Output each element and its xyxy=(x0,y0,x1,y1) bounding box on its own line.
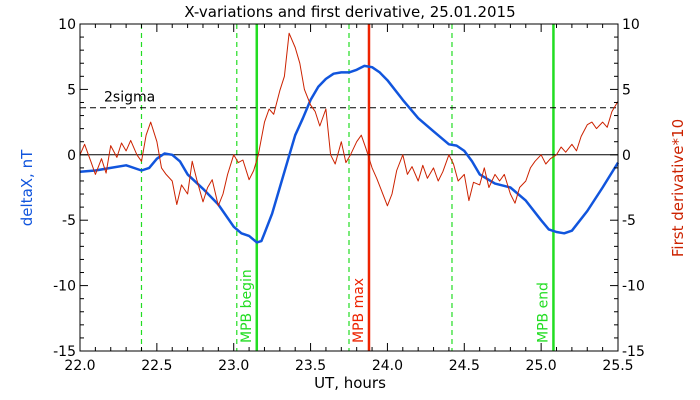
x-tick-label-5: 24.5 xyxy=(449,358,480,374)
y-left-tick-label-0: 10 xyxy=(58,17,76,33)
event-markers: MPB begin MPB max MPB end xyxy=(140,24,555,351)
x-tick-label-6: 25.0 xyxy=(526,358,557,374)
x-axis: 22.0 22.5 23.0 23.5 24.0 24.5 25.0 25.5 xyxy=(64,24,634,374)
y-right-tick-label-2: 0 xyxy=(622,148,631,164)
x-tick-label-1: 22.5 xyxy=(141,358,172,374)
y-left-tick-label-3: -5 xyxy=(62,213,76,229)
y-left-tick-label-5: -15 xyxy=(53,344,76,360)
x-tick-label-7: 25.5 xyxy=(602,358,633,374)
y-axis-right: 10 5 0 -5 -10 -15 xyxy=(610,17,645,360)
y-right-tick-label-5: -15 xyxy=(622,344,645,360)
x-tick-label-3: 23.5 xyxy=(295,358,326,374)
marker-label-4: MPB max xyxy=(351,278,367,343)
y-right-tick-label-0: 10 xyxy=(622,17,640,33)
x-tick-label-4: 24.0 xyxy=(372,358,403,374)
y-right-tick-label-4: -10 xyxy=(622,279,645,295)
reference-line-label-1: 2sigma xyxy=(104,90,155,106)
series-lines xyxy=(79,32,620,244)
series-line-0 xyxy=(79,64,620,244)
y-left-tick-label-2: 0 xyxy=(67,148,76,164)
y-axis-left-label: deltaX, nT xyxy=(18,149,36,226)
y-right-tick-label-1: 5 xyxy=(622,82,631,98)
y-axis-right-label: First derivative*10 xyxy=(669,119,687,257)
y-left-tick-label-1: 5 xyxy=(67,82,76,98)
marker-label-6: MPB end xyxy=(535,282,551,343)
chart-title: X-variations and first derivative, 25.01… xyxy=(184,3,515,21)
y-axis-left: 10 5 0 -5 -10 -15 xyxy=(53,17,88,360)
plot-frame xyxy=(79,23,619,352)
x-tick-label-2: 23.0 xyxy=(218,358,249,374)
series-line-1 xyxy=(79,32,619,207)
marker-label-2: MPB begin xyxy=(239,269,255,343)
x-axis-label: UT, hours xyxy=(314,374,386,392)
x-tick-label-0: 22.0 xyxy=(64,358,95,374)
y-right-tick-label-3: -5 xyxy=(622,213,636,229)
y-left-tick-label-4: -10 xyxy=(53,279,76,295)
